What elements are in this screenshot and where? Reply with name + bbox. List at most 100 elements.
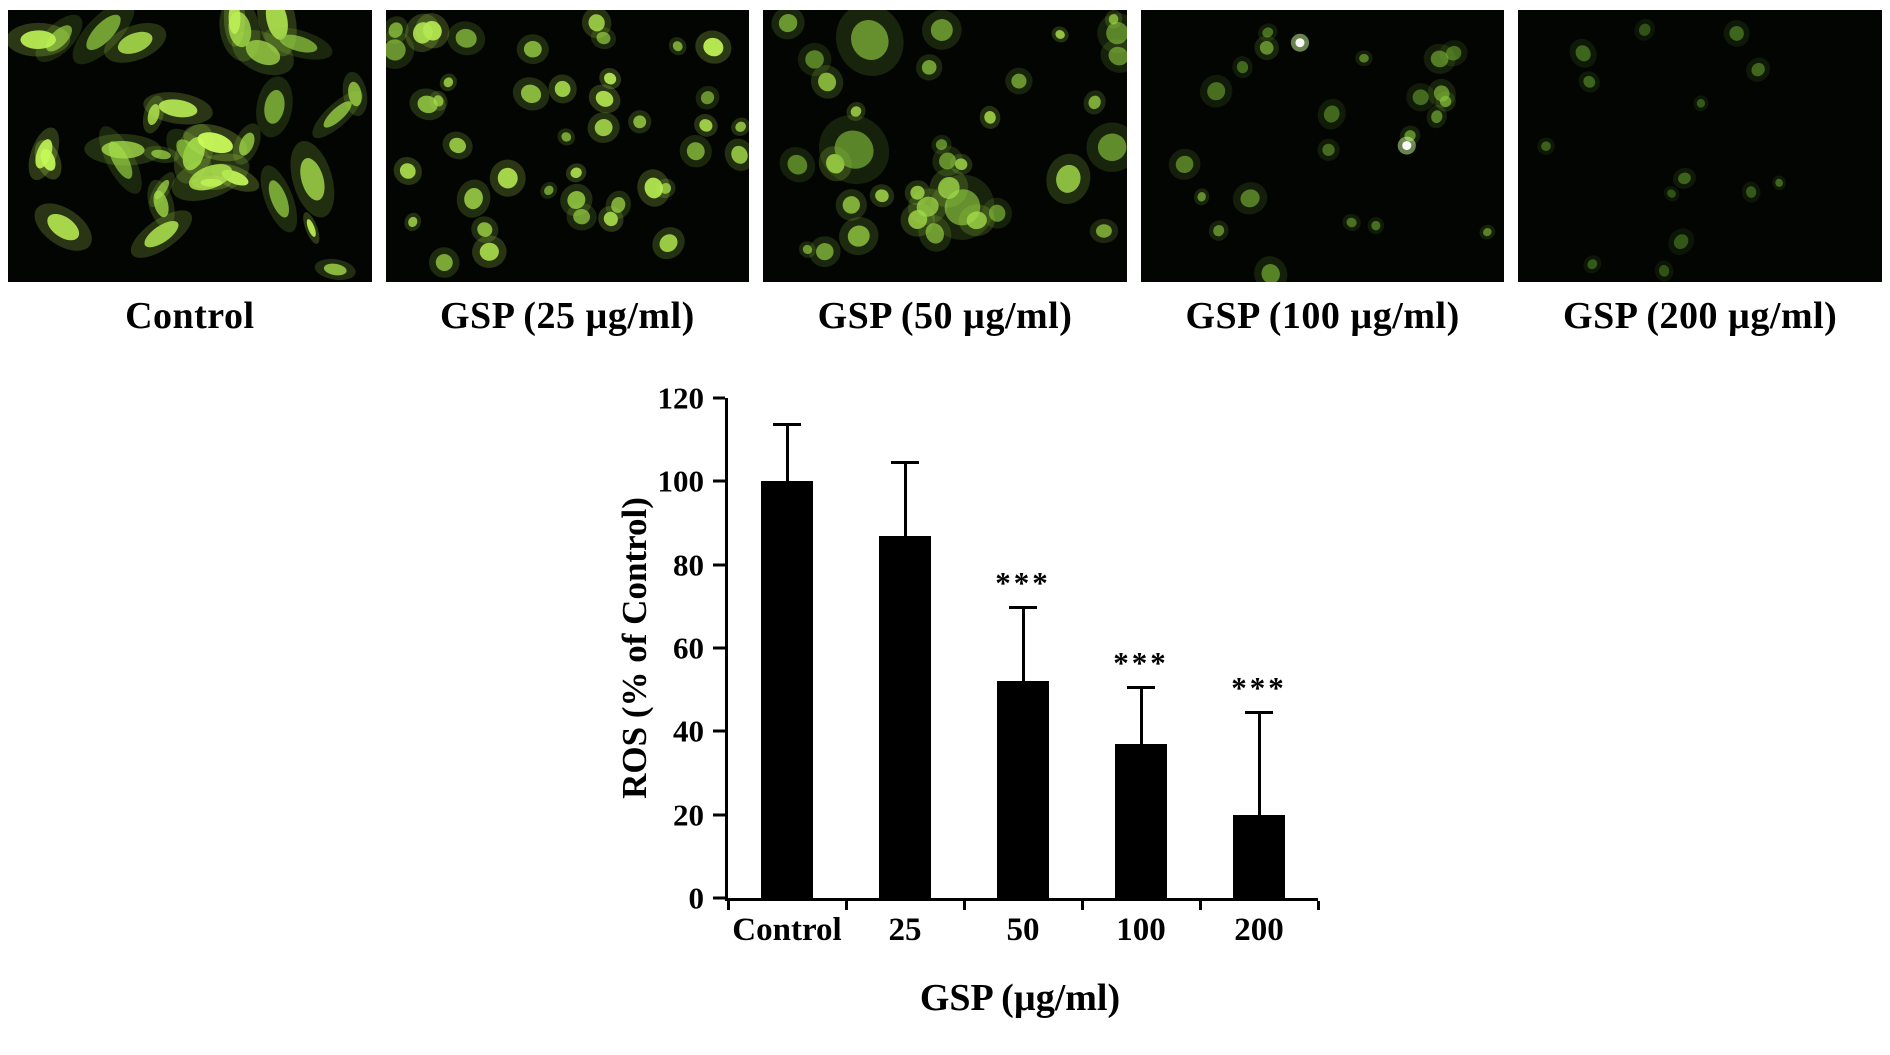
cell [143,145,179,163]
cell [342,71,368,117]
cell [932,145,963,177]
cell [72,10,135,65]
cell [679,135,712,168]
cell [231,29,294,76]
cell [516,34,549,65]
x-tick [1080,901,1084,910]
micrograph-panel-gsp-50: GSP (50 µg/ml) [763,10,1127,338]
cell [191,175,232,190]
cell [290,141,335,218]
cell [1083,90,1106,115]
cell [565,163,586,183]
y-tick-label: 60 [673,630,704,666]
cell [559,183,593,217]
bar [1233,814,1285,898]
cell [1257,23,1278,42]
y-tick [713,479,725,483]
cell [918,214,952,252]
significance-stars: *** [1113,644,1169,680]
y-tick [713,646,725,650]
cell [439,73,457,92]
cell [1668,228,1695,255]
cell [566,202,597,231]
micrograph-panel-gsp-100: GSP (100 µg/ml) [1140,10,1505,338]
y-tick [713,563,725,567]
cell [922,10,962,50]
cell [627,110,651,134]
y-tick [713,896,725,900]
cell [798,42,832,76]
cell [143,92,213,125]
cell [1579,71,1601,93]
cell [557,128,575,146]
cell [836,10,904,77]
error-bar-cap [1009,606,1037,610]
cell [489,159,526,197]
cell [730,117,750,136]
cell [1742,181,1761,203]
cell [929,168,969,208]
x-axis-title: GSP (µg/ml) [919,977,1121,1019]
cell [446,21,485,56]
fluorescence-micrograph-control [8,10,372,282]
cell [1405,83,1435,112]
error-bar-line [903,460,907,536]
cell [1168,148,1201,180]
micrograph-label: GSP (50 µg/ml) [817,295,1073,337]
cell [147,179,175,228]
plot-area: 0 20 40 60 80 100 120 Control 25 *** 50 *** 100 *** 20… [658,383,1320,947]
cell [693,114,718,137]
cell [232,123,261,165]
cell [1354,50,1373,67]
cell [1208,220,1229,241]
bright-spot [1290,33,1309,52]
cell [1232,56,1253,79]
x-category-label: 50 [1006,912,1040,948]
micrograph-panel-control: Control [8,10,372,338]
y-tick [713,729,725,733]
cell [1105,10,1123,29]
cell [779,147,816,183]
cell [1746,57,1771,82]
micrograph-label: Control [125,295,255,337]
cell [1193,188,1210,206]
cell [724,138,750,171]
cell [799,241,817,258]
cell [1537,137,1556,155]
y-tick-label: 0 [688,880,705,916]
y-tick-label: 120 [657,380,705,416]
cell [590,26,616,50]
cell [1664,185,1680,202]
cell [694,30,731,64]
cell [1427,78,1456,109]
cell [908,188,948,225]
ros-bar-chart: ROS (% of Control) 0 20 40 60 80 100 120 Contro… [515,364,1375,1044]
significance-stars: *** [1231,669,1287,705]
cell [84,133,162,166]
cell [1426,105,1447,129]
cell [166,128,212,177]
cell [668,37,687,56]
cell [1439,40,1468,67]
micrograph-label: GSP (100 µg/ml) [1185,295,1460,337]
cell [260,165,298,233]
cell [636,169,670,207]
x-tick [844,901,848,910]
cell [839,217,879,256]
micrograph-label: GSP (25 µg/ml) [440,295,695,337]
cell [651,227,685,260]
cell [819,115,890,185]
cell [8,22,71,57]
cell [916,54,943,81]
cell [471,235,507,268]
cell [1089,218,1119,244]
cell [312,90,363,139]
micrograph-panel-gsp-200: GSP (200 µg/ml) [1518,10,1882,338]
cell [385,16,409,45]
cell [303,212,320,244]
cell [809,236,841,268]
cell [404,13,440,53]
cell [811,65,844,99]
cell [256,76,293,138]
cell [404,212,421,232]
